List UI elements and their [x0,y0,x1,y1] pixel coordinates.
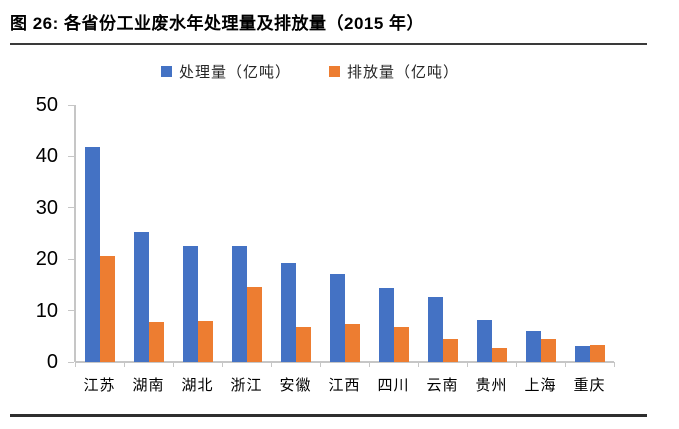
x-tick-mark [172,362,174,367]
x-tick-mark [221,362,223,367]
legend-label-discharge: 排放量（亿吨） [347,64,460,81]
legend-label-treatment: 处理量（亿吨） [178,64,291,81]
x-category-label: 云南 [426,377,459,394]
bar-排放量（亿吨）-上海 [540,339,556,362]
bar-处理量（亿吨）-湖南 [133,232,149,362]
bar-处理量（亿吨）-江苏 [84,147,100,362]
y-tick-mark [68,361,74,363]
title-divider [10,43,647,45]
figure-title: 图 26: 各省份工业废水年处理量及排放量（2015 年） [10,14,425,33]
x-category-label: 上海 [524,377,557,394]
bar-处理量（亿吨）-浙江 [231,245,247,362]
legend-item-discharge: 排放量（亿吨） [329,61,459,82]
y-axis-line [74,105,76,362]
legend-swatch-treatment [160,66,172,77]
y-tick-label: 50 [35,94,58,116]
bar-处理量（亿吨）-四川 [378,287,394,362]
x-category-label: 浙江 [230,377,263,394]
y-tick-mark [68,104,74,106]
y-tick-label: 20 [35,248,58,271]
bar-排放量（亿吨）-云南 [442,339,458,362]
bar-排放量（亿吨）-重庆 [589,344,605,362]
legend-swatch-discharge [329,66,340,77]
y-tick-label: 10 [35,299,58,322]
bar-处理量（亿吨）-云南 [427,296,443,362]
bar-排放量（亿吨）-安徽 [295,326,311,362]
chart-legend: 处理量（亿吨） 排放量（亿吨） [0,61,620,82]
x-category-label: 贵州 [475,377,508,394]
x-tick-mark [74,362,76,367]
legend-item-treatment: 处理量（亿吨） [160,61,291,82]
x-tick-mark [417,362,419,367]
x-tick-mark [270,362,272,367]
bar-处理量（亿吨）-上海 [525,331,541,362]
y-tick-label: 0 [46,351,58,373]
x-tick-mark [319,362,321,367]
bar-处理量（亿吨）-江西 [329,273,345,362]
bar-处理量（亿吨）-安徽 [280,263,296,362]
x-tick-mark [515,362,517,367]
y-tick-mark [68,207,74,209]
bottom-divider [10,414,647,417]
bar-排放量（亿吨）-四川 [393,326,409,362]
x-tick-mark [123,362,125,367]
bar-排放量（亿吨）-湖北 [197,320,213,362]
bar-处理量（亿吨）-重庆 [574,345,590,362]
y-tick-mark [68,310,74,312]
x-category-label: 湖南 [132,377,165,394]
bar-处理量（亿吨）-湖北 [182,245,198,362]
x-category-label: 江苏 [83,377,116,394]
x-category-label: 重庆 [573,377,606,394]
x-tick-mark [368,362,370,367]
x-category-label: 湖北 [181,377,214,394]
bar-排放量（亿吨）-贵州 [491,348,507,362]
y-tick-label: 30 [35,196,58,219]
bar-处理量（亿吨）-贵州 [476,319,492,362]
bar-排放量（亿吨）-浙江 [246,286,262,362]
y-tick-mark [68,258,74,260]
bar-排放量（亿吨）-江苏 [99,255,115,362]
x-tick-mark [613,362,615,367]
x-category-label: 江西 [328,377,361,394]
y-tick-mark [68,155,74,157]
bar-排放量（亿吨）-江西 [344,324,360,362]
x-category-label: 安徽 [279,377,312,394]
x-tick-mark [564,362,566,367]
bar-排放量（亿吨）-湖南 [148,322,164,362]
x-category-label: 四川 [377,377,410,394]
y-tick-label: 40 [35,145,58,168]
x-tick-mark [466,362,468,367]
